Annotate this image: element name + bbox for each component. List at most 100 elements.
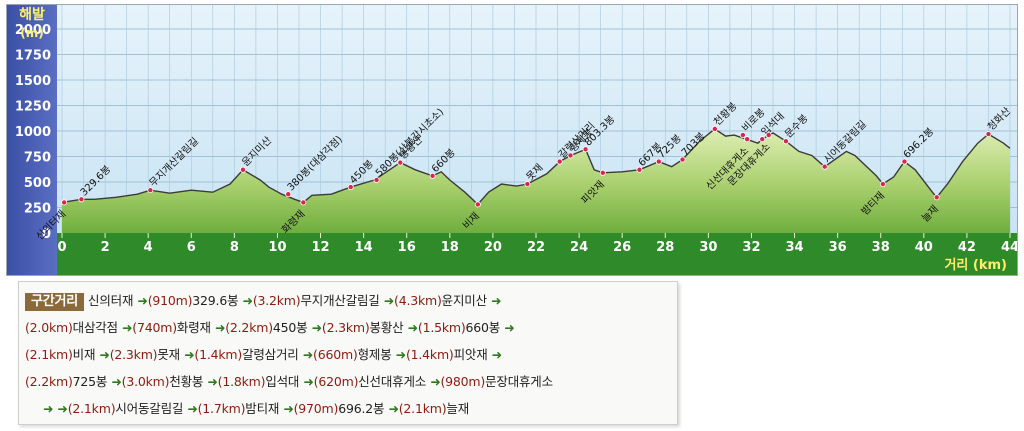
y-tick-label: 500 — [24, 176, 51, 191]
segment-line: (2.0km)대삼각점 ➜(740m)화령재 ➜(2.2km)450봉 ➜(2.… — [25, 319, 515, 337]
segment-distance: (910m) — [147, 293, 193, 308]
waypoint-marker — [474, 201, 481, 208]
arrow-icon: ➜ — [403, 320, 419, 335]
place-name: 늘재 — [446, 401, 470, 416]
segment-distance: (740m) — [132, 320, 177, 335]
waypoint-marker — [61, 199, 68, 206]
segment-line: 구간거리 신의터재 ➜(910m)329.6봉 ➜(3.2km)무지개산갈림길 ➜… — [25, 292, 502, 311]
segment-line: (2.1km)비재 ➜(2.3km)못재 ➜(1.4km)갈령삼거리 ➜(660… — [25, 346, 502, 364]
arrow-icon: ➜ — [133, 293, 148, 308]
waypoint-marker — [879, 181, 886, 188]
place-name: 450봉 — [272, 320, 308, 335]
arrow-icon: ➜ — [183, 401, 198, 416]
arrow-icon: ➜ — [384, 401, 399, 416]
waypoint-marker — [636, 166, 643, 173]
place-name: 문장대휴게소 — [485, 374, 553, 389]
waypoint-marker — [300, 199, 307, 206]
x-tick-label: 4 — [144, 240, 153, 255]
arrow-icon: ➜ — [43, 401, 54, 416]
arrow-icon: ➜ — [307, 320, 323, 335]
place-name: 화령재 — [176, 320, 211, 335]
y-axis-unit: (m) — [20, 26, 43, 40]
place-name: 신선대휴게소 — [358, 374, 427, 389]
segment-distance: (4.3km) — [394, 293, 442, 308]
x-tick-label: 28 — [656, 240, 674, 255]
x-tick-label: 42 — [958, 240, 976, 255]
x-tick-label: 8 — [230, 240, 239, 255]
x-tick-label: 14 — [355, 240, 373, 255]
waypoint-marker — [599, 169, 606, 176]
place-name: 무지개산갈림길 — [300, 293, 380, 308]
segment-distance: (3.2km) — [252, 293, 301, 308]
arrow-icon: ➜ — [203, 374, 218, 389]
segment-distance: (970m) — [293, 401, 339, 416]
arrow-icon: ➜ — [279, 401, 294, 416]
waypoint-marker — [567, 152, 574, 159]
x-tick-label: 16 — [398, 240, 416, 255]
waypoint-marker — [373, 176, 380, 183]
segment-distance: (1.4km) — [405, 347, 454, 362]
y-tick-label: 0 — [42, 227, 51, 242]
x-tick-label: 10 — [268, 240, 286, 255]
segment-distance: (2.2km) — [25, 374, 73, 389]
arrow-icon: ➜ — [486, 293, 502, 308]
x-tick-label: 34 — [785, 240, 803, 255]
arrow-icon: ➜ — [298, 347, 314, 362]
x-axis-label: 거리 (km) — [944, 257, 1007, 273]
y-tick-label: 1750 — [15, 49, 51, 64]
waypoint-marker — [524, 181, 531, 188]
waypoint-marker — [739, 132, 746, 139]
waypoint-marker — [744, 136, 751, 143]
waypoint-marker — [347, 184, 354, 191]
segment-distance: (980m) — [440, 374, 486, 389]
arrow-icon: ➜ — [379, 293, 395, 308]
y-tick-label: 1000 — [15, 125, 51, 140]
x-tick-label: 6 — [187, 240, 196, 255]
y-axis-band — [7, 5, 57, 275]
arrow-icon: ➜ — [95, 347, 110, 362]
place-name: 입석대 — [265, 374, 300, 389]
arrow-icon: ➜ — [487, 347, 503, 362]
y-tick-label: 750 — [24, 151, 51, 166]
x-tick-label: 38 — [872, 240, 890, 255]
place-name: 725봉 — [72, 374, 108, 389]
y-tick-label: 250 — [24, 202, 51, 217]
waypoint-marker — [679, 156, 686, 163]
place-name: 못재 — [157, 347, 180, 362]
place-name: 660봉 — [465, 320, 501, 335]
y-tick-label: 1250 — [15, 100, 51, 115]
waypoint-marker — [655, 158, 662, 165]
legend-title: 구간거리 — [25, 293, 85, 311]
waypoint-marker — [765, 132, 772, 139]
segment-distance: (3.0km) — [121, 374, 170, 389]
waypoint-marker — [821, 163, 828, 170]
arrow-icon: ➜ — [391, 347, 407, 362]
place-name: 윤지미산 — [441, 293, 487, 308]
waypoint-marker — [782, 138, 789, 145]
segment-distance: (2.3km) — [321, 320, 370, 335]
waypoint-marker — [933, 194, 940, 201]
x-tick-label: 40 — [915, 240, 933, 255]
y-tick-label: 2000 — [15, 23, 51, 38]
segment-distance: (1.5km) — [417, 320, 466, 335]
x-tick-label: 18 — [441, 240, 459, 255]
x-tick-label: 20 — [484, 240, 502, 255]
x-tick-label: 2 — [101, 240, 110, 255]
waypoint-marker — [582, 146, 589, 153]
segment-distance: (2.3km) — [109, 347, 158, 362]
y-tick-label: 1500 — [15, 74, 51, 89]
segment-distance: (2.0km) — [25, 320, 73, 335]
place-name: 신의터재 — [88, 293, 134, 308]
waypoint-marker — [901, 158, 908, 165]
arrow-icon: ➜ — [210, 320, 226, 335]
arrow-icon: ➜ — [500, 320, 515, 335]
x-tick-label: 36 — [829, 240, 847, 255]
elevation-profile-chart: 0 250 500 750 1000 1250 1500 1750 2000 0 2 4 6 8 10 12… — [6, 4, 1018, 276]
waypoint-marker — [78, 196, 85, 203]
place-name: 형제봉 — [357, 347, 392, 362]
x-tick-label: 24 — [570, 240, 588, 255]
place-name: 696.2봉 — [338, 401, 385, 416]
arrow-icon: ➜ — [117, 320, 133, 335]
segment-distance: (620m) — [313, 374, 359, 389]
